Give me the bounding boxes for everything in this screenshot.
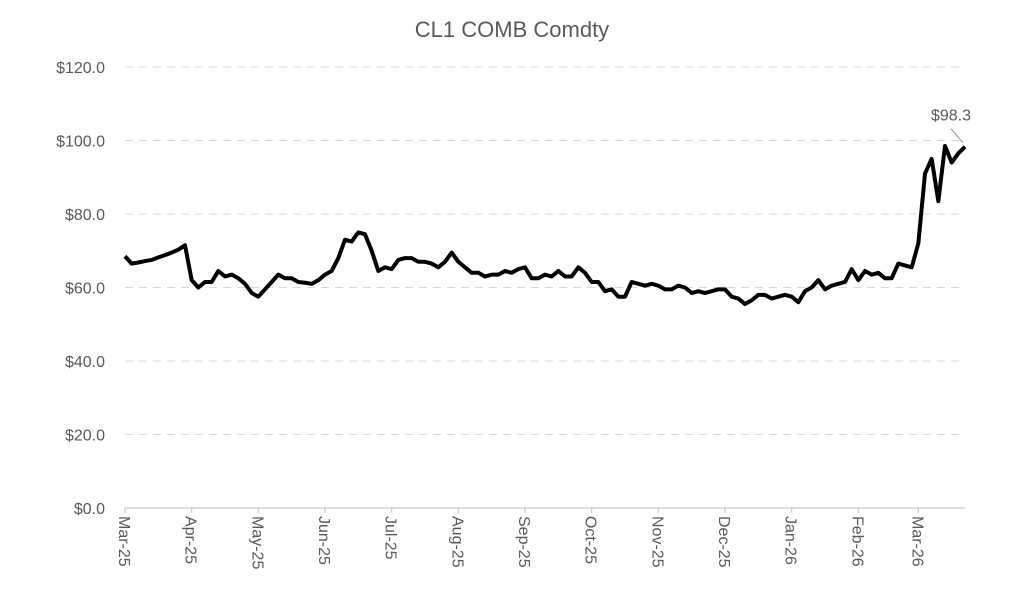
value-label: $98.3 — [931, 108, 971, 125]
x-tick-label: Jul-25 — [382, 516, 399, 560]
x-tick-label: Sep-25 — [515, 516, 532, 568]
y-tick-label: $20.0 — [65, 428, 105, 445]
x-tick-label: Mar-26 — [908, 516, 925, 567]
x-tick-label: Aug-25 — [448, 516, 465, 568]
y-tick-label: $80.0 — [65, 207, 105, 224]
x-tick-label: Feb-26 — [848, 516, 865, 567]
y-tick-label: $0.0 — [74, 501, 105, 518]
y-tick-label: $60.0 — [65, 281, 105, 298]
x-tick-label: Jan-26 — [782, 516, 799, 565]
x-tick-label: Jun-25 — [315, 516, 332, 565]
label-leader — [950, 128, 964, 144]
x-tick-label: May-25 — [248, 516, 265, 569]
y-tick-label: $100.0 — [56, 134, 105, 151]
x-tick-label: Nov-25 — [648, 516, 665, 568]
y-tick-label: $40.0 — [65, 354, 105, 371]
x-tick-label: Mar-25 — [115, 516, 132, 567]
x-tick-label: Apr-25 — [182, 516, 199, 564]
chart-title: CL1 COMB Comdty — [415, 17, 609, 42]
x-tick-label: Dec-25 — [715, 516, 732, 568]
price-line — [123, 144, 967, 307]
y-tick-label: $120.0 — [56, 60, 105, 77]
x-tick-label: Oct-25 — [582, 516, 599, 564]
